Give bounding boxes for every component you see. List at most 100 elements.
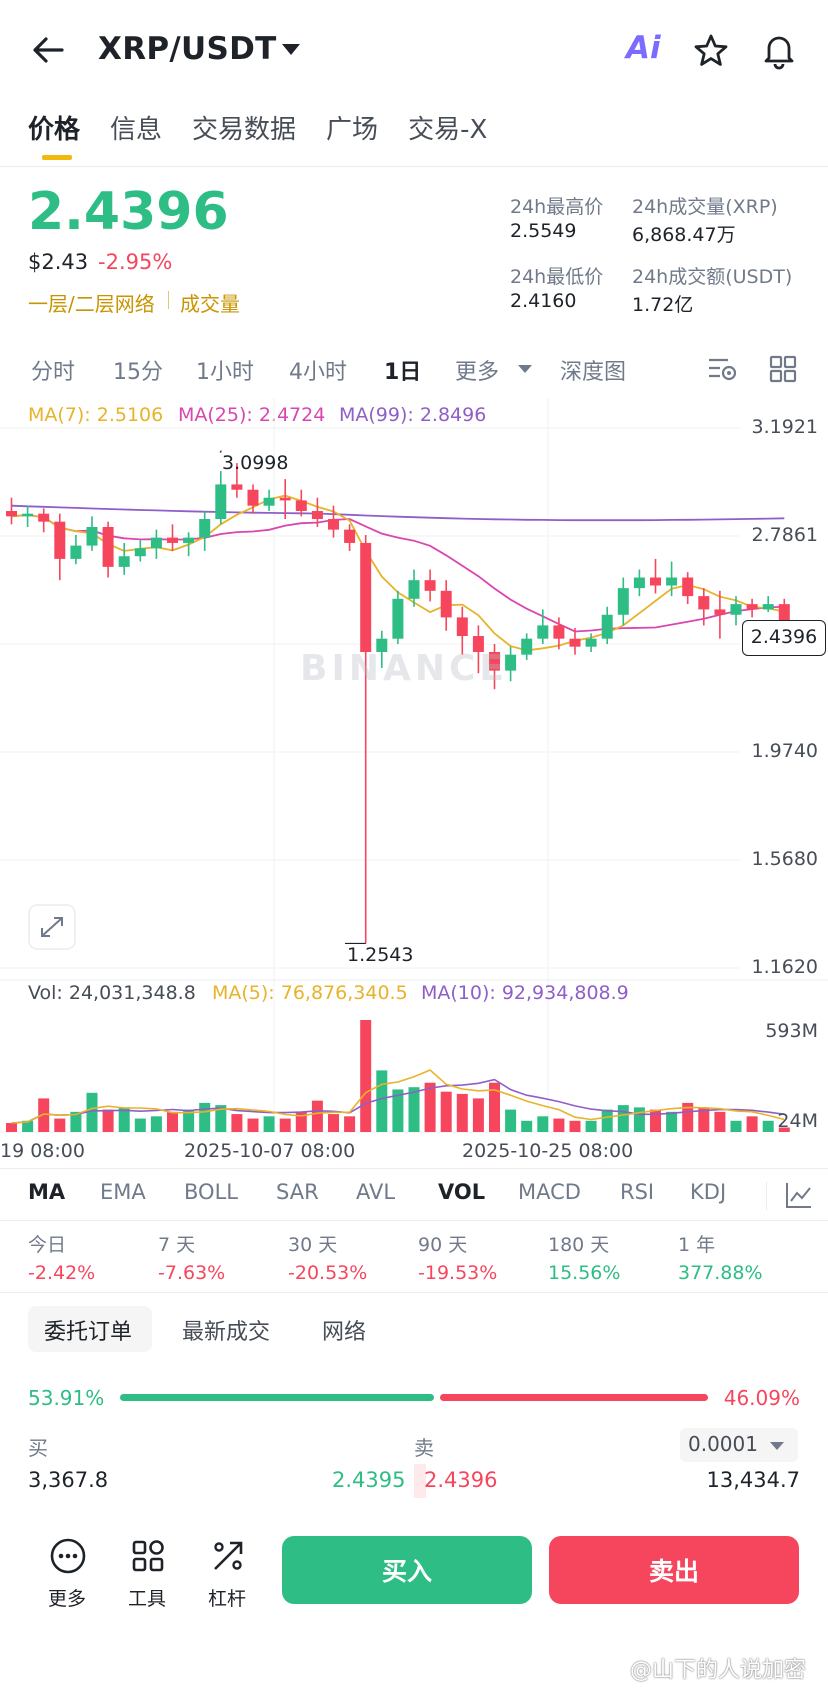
ask-quantity[interactable]: 13,434.7 [706, 1468, 800, 1492]
indicator-vol[interactable]: VOL [438, 1180, 486, 1204]
volume-bar [778, 1127, 790, 1132]
candle-body [601, 614, 613, 639]
volume-bar [424, 1082, 436, 1132]
kline-chart[interactable] [0, 398, 828, 1138]
buy-header: 买 [28, 1436, 48, 1460]
interval-more[interactable]: 更多 [455, 360, 500, 385]
perf-label: 90 天 [418, 1234, 468, 1256]
tab-orderbook-bg[interactable] [28, 1306, 152, 1352]
tools-label[interactable]: 工具 [128, 1588, 167, 1610]
volume-tag[interactable]: 成交量 [180, 292, 240, 316]
indicator-avl[interactable]: AVL [356, 1180, 396, 1204]
interval-15m[interactable]: 15分 [113, 360, 163, 385]
interval-1d[interactable]: 1日 [384, 360, 422, 385]
candle-body [714, 609, 726, 615]
tab-price[interactable]: 价格 [28, 108, 80, 160]
x-axis-label: 2025-10-25 08:00 [462, 1140, 634, 1162]
candle-body [553, 625, 565, 639]
volume-axis-label: 24M [777, 1110, 818, 1132]
leverage-icon[interactable] [208, 1536, 248, 1576]
precision-caret-icon[interactable] [770, 1442, 784, 1450]
indicator-kdj[interactable]: KDJ [690, 1180, 727, 1204]
indicator-rsi[interactable]: RSI [620, 1180, 655, 1204]
pair-dropdown-caret-icon[interactable] [282, 44, 300, 55]
more-dots-icon[interactable] [48, 1536, 88, 1576]
volume-bar [601, 1109, 613, 1132]
tab-latest-trades[interactable]: 最新成交 [182, 1320, 271, 1345]
candle-body [6, 511, 17, 517]
volume-bar [118, 1107, 130, 1132]
chart-settings-icon[interactable] [706, 354, 738, 384]
current-price-tag: 2.4396 [742, 620, 826, 656]
candle-body [408, 580, 420, 599]
ask-depth-bar [414, 1464, 426, 1498]
tab-orderbook[interactable]: 委托订单 [44, 1320, 133, 1345]
ask-price[interactable]: 2.4396 [424, 1468, 498, 1492]
candle-body [585, 638, 597, 647]
candle-body [150, 537, 162, 549]
notification-bell-icon[interactable] [760, 30, 798, 70]
buy-button[interactable]: 买入 [282, 1536, 532, 1604]
turnover-label: 24h成交额(USDT) [632, 266, 793, 288]
volume-bar [472, 1098, 484, 1132]
fullscreen-expand-icon[interactable] [28, 904, 76, 950]
tabs-divider [0, 166, 828, 167]
interval-time[interactable]: 分时 [31, 360, 76, 385]
candle-body [311, 511, 323, 519]
high-label: 24h最高价 [510, 196, 604, 218]
more-caret-icon[interactable] [518, 365, 532, 373]
candle-body [569, 638, 581, 647]
indicator-boll[interactable]: BOLL [184, 1180, 238, 1204]
volume-bar [392, 1089, 404, 1132]
candle-body [456, 617, 468, 637]
indicator-sar[interactable]: SAR [276, 1180, 319, 1204]
volume-bar [666, 1111, 678, 1132]
favorite-star-icon[interactable] [692, 32, 730, 70]
layout-grid-icon[interactable] [768, 354, 798, 384]
perf-value: -20.53% [288, 1262, 368, 1284]
divider [0, 1292, 828, 1293]
ma7-legend: MA(7): 2.5106 [28, 404, 164, 426]
tab-trading-data[interactable]: 交易数据 [192, 115, 297, 145]
volume-bar [633, 1107, 645, 1132]
tab-square[interactable]: 广场 [326, 115, 379, 145]
volume-bar [730, 1120, 742, 1132]
leverage-label[interactable]: 杠杆 [208, 1588, 247, 1610]
candle-body [22, 513, 34, 517]
volume-bar [150, 1116, 162, 1132]
volume-bar [505, 1109, 517, 1132]
volume-bar [215, 1105, 227, 1132]
tab-network[interactable]: 网络 [322, 1320, 367, 1345]
ma99-line [11, 504, 785, 522]
volume-bar [311, 1100, 323, 1132]
pair-title[interactable]: XRP/USDT [98, 31, 277, 67]
ai-icon[interactable]: Ai [626, 30, 661, 66]
interval-1h[interactable]: 1小时 [196, 360, 254, 385]
volume-bar [199, 1102, 211, 1132]
indicator-ma[interactable]: MA [28, 1180, 66, 1204]
volume-bar [521, 1120, 533, 1132]
tab-trade-x[interactable]: 交易-X [408, 115, 488, 145]
sell-button[interactable]: 卖出 [549, 1536, 799, 1604]
back-arrow-icon[interactable] [28, 30, 68, 70]
divider [766, 1182, 767, 1210]
bid-quantity[interactable]: 3,367.8 [28, 1468, 109, 1492]
interval-depth[interactable]: 深度图 [560, 360, 627, 385]
tab-info[interactable]: 信息 [110, 115, 163, 145]
main-tabs: 价格 信息 交易数据 广场 交易-X [28, 108, 517, 168]
indicator-macd[interactable]: MACD [518, 1180, 581, 1204]
bid-price[interactable]: 2.4395 [332, 1468, 406, 1492]
top-bar: XRP/USDT Ai [0, 0, 828, 104]
interval-4h[interactable]: 4小时 [289, 360, 347, 385]
candle-body [102, 526, 114, 567]
vol-ma5-legend: MA(5): 76,876,340.5 [212, 982, 408, 1004]
indicator-ema[interactable]: EMA [100, 1180, 146, 1204]
more-label[interactable]: 更多 [48, 1588, 87, 1610]
layer-tag[interactable]: 一层/二层网络 [28, 292, 155, 316]
volume-bar [698, 1107, 710, 1132]
tools-grid-icon[interactable] [128, 1536, 168, 1576]
precision-value[interactable]: 0.0001 [688, 1432, 758, 1456]
volume-bar [537, 1116, 549, 1132]
indicator-settings-icon[interactable] [784, 1180, 814, 1210]
candle-body [376, 638, 388, 652]
